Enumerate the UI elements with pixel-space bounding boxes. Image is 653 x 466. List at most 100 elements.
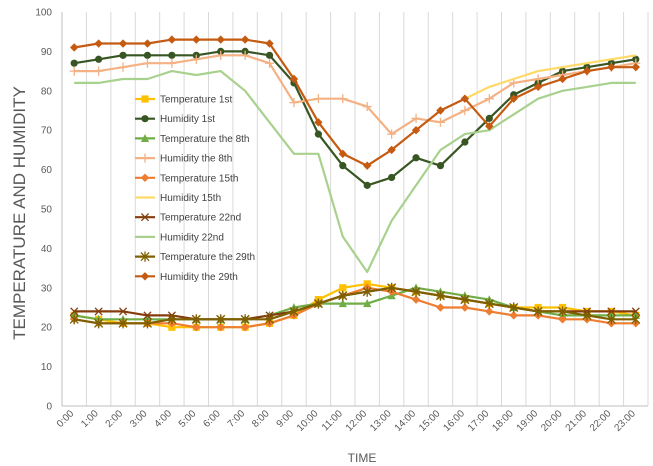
legend-label: Temperature 15th [160,173,238,184]
data-point [338,149,347,159]
data-point [339,162,347,170]
series-5 [464,54,636,100]
data-point [118,307,128,316]
legend-swatch-marker [140,272,150,281]
legend-label: Temperature 1st [160,95,232,106]
data-point [485,114,493,122]
data-point [216,314,226,325]
data-point [191,54,201,64]
data-point [509,302,519,313]
data-point [460,94,470,103]
legend-item: Temperature 15th [135,173,238,184]
data-point [69,66,79,76]
data-point [94,39,103,48]
data-point [168,51,176,59]
x-tick-label: 19:00 [515,408,541,434]
data-point [314,118,323,127]
data-point [338,299,347,308]
data-point [436,162,445,170]
data-point [118,62,128,72]
data-point [216,35,225,44]
legend-label: Temperature 22nd [160,213,241,224]
y-axis-title: TEMPERATURE AND HUMIDITY [10,86,29,340]
legend-swatch-marker [140,213,150,222]
data-point [191,314,201,325]
legend-label: Humidity 1st [160,114,215,125]
data-point [94,318,104,329]
x-tick-label: 1:00 [79,408,101,430]
data-point [607,307,616,316]
data-point [95,55,103,63]
data-point [142,58,153,68]
data-point [240,323,250,332]
legend-item: Humidity 15th [135,193,221,204]
data-point [363,161,372,170]
x-axis-title: TIME [348,451,377,465]
legend-item: Temperature the 8th [135,134,250,145]
data-point [167,58,177,68]
legend-label: Temperature the 29th [160,252,255,263]
y-tick-label: 70 [41,126,53,137]
series-line [464,54,636,100]
data-point [167,314,177,325]
data-point [118,39,128,48]
data-point [240,314,250,325]
data-point [143,51,152,59]
y-tick-label: 90 [41,47,53,58]
data-point [606,314,616,325]
series-line [74,286,636,325]
data-point [387,129,397,139]
data-point [70,43,79,52]
data-point [167,35,177,44]
data-point [436,106,445,115]
data-point [314,130,322,138]
legend-label: Humidity 22nd [160,232,224,243]
data-point [313,94,323,104]
x-tick-label: 2:00 [104,408,126,430]
x-tick-label: 4:00 [152,408,174,430]
legend-item: Humidity 22nd [135,232,224,243]
x-tick-label: 18:00 [490,408,516,434]
y-tick-label: 80 [41,86,53,97]
series-7 [74,70,636,274]
data-point [289,74,299,84]
data-point [216,50,226,60]
axes: 0 10 20 30 40 50 60 70 80 90 100 0:00 1:00 2:00 3:00 4:… [35,8,648,434]
x-tick-label: 9:00 [275,408,297,430]
y-tick-label: 60 [41,165,53,176]
series-line [74,50,636,187]
data-point [558,74,567,84]
data-point [94,66,104,76]
data-point [484,94,494,104]
data-point [338,290,348,301]
data-point [484,298,494,309]
legend-item: Temperature 1st [135,95,232,106]
data-point [240,35,250,44]
data-point [339,284,347,292]
data-point [192,323,201,332]
data-point [411,295,421,304]
data-point [363,181,371,189]
data-point [533,82,543,92]
y-tick-label: 40 [41,244,53,255]
data-point [631,62,640,72]
series-8 [69,282,641,329]
legend-label: Humidity the 8th [160,154,232,165]
legend-item: Humidity 1st [135,114,215,125]
data-point [264,314,275,325]
data-point [362,101,372,112]
data-point [460,105,470,116]
data-point [192,35,201,44]
data-point [631,307,640,316]
x-tick-label: 13:00 [368,408,394,434]
y-tick-label: 20 [41,323,53,334]
data-point [533,306,543,317]
data-point [70,59,78,67]
y-tick-label: 100 [35,8,52,19]
data-point [240,50,250,60]
data-point [412,154,420,162]
gridlines [85,12,649,406]
x-tick-label: 6:00 [201,408,223,430]
data-point [387,145,396,155]
x-tick-label: 23:00 [612,408,638,434]
